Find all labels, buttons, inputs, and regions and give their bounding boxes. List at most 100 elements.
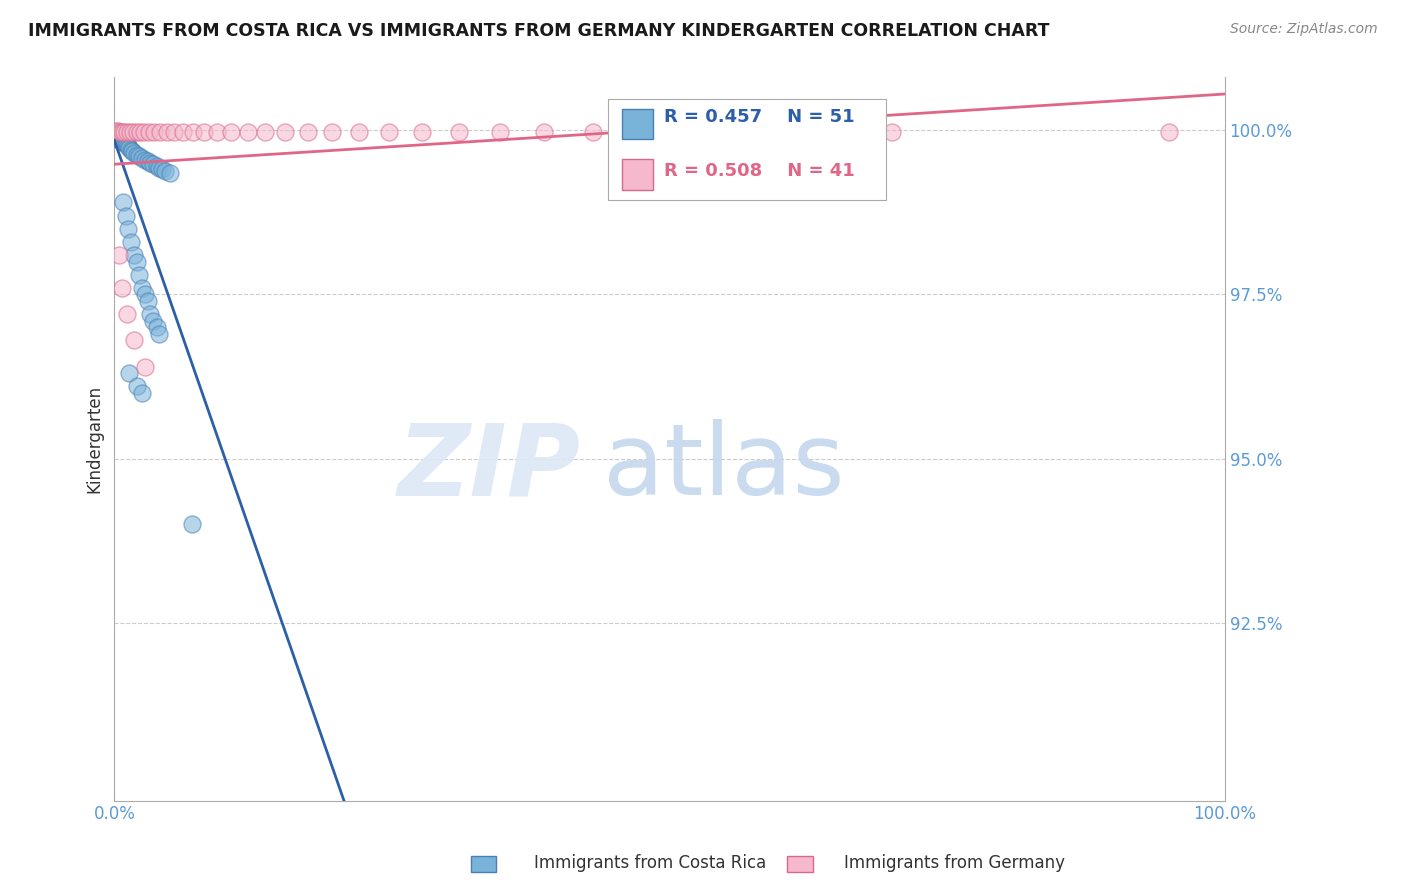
Point: [488, 125, 510, 139]
Text: Source: ZipAtlas.com: Source: ZipAtlas.com: [1230, 22, 1378, 37]
Text: ZIP: ZIP: [398, 419, 581, 516]
Point: [636, 125, 658, 139]
Point: [128, 149, 150, 163]
Point: [125, 148, 148, 162]
Point: [128, 268, 150, 282]
Point: [181, 125, 204, 139]
Point: [582, 125, 605, 139]
Point: [1159, 125, 1181, 139]
Point: [148, 326, 170, 341]
Point: [115, 136, 138, 151]
Point: [107, 131, 129, 145]
Point: [108, 129, 131, 144]
Point: [105, 129, 128, 144]
Point: [134, 359, 156, 374]
Point: [134, 287, 156, 301]
Text: R = 0.457    N = 51: R = 0.457 N = 51: [664, 108, 855, 126]
Text: R = 0.508    N = 41: R = 0.508 N = 41: [664, 162, 855, 180]
Point: [107, 126, 129, 140]
Point: [139, 156, 162, 170]
Bar: [621, 109, 652, 139]
Point: [145, 159, 167, 173]
Point: [104, 124, 127, 138]
Point: [108, 248, 131, 262]
Point: [111, 125, 134, 139]
Point: [377, 125, 399, 139]
Point: [114, 137, 136, 152]
Point: [181, 517, 204, 532]
Point: [112, 136, 135, 151]
Y-axis label: Kindergarten: Kindergarten: [86, 385, 103, 493]
Point: [159, 166, 181, 180]
Point: [120, 235, 142, 249]
Point: [108, 133, 131, 147]
Point: [111, 281, 134, 295]
Point: [150, 162, 173, 177]
Point: [104, 126, 127, 140]
Point: [131, 281, 153, 295]
Point: [321, 125, 343, 139]
Point: [110, 131, 132, 145]
Point: [122, 125, 145, 139]
Point: [112, 135, 135, 149]
Point: [108, 128, 131, 143]
Point: [118, 366, 141, 380]
Point: [163, 125, 186, 139]
Point: [108, 133, 131, 147]
Point: [120, 143, 142, 157]
Point: [118, 141, 141, 155]
Point: [149, 125, 172, 139]
Bar: [621, 159, 652, 189]
Point: [411, 125, 433, 139]
Point: [880, 125, 903, 139]
Point: [193, 125, 215, 139]
Point: [254, 125, 277, 139]
Point: [112, 195, 135, 210]
Point: [112, 125, 135, 139]
Point: [125, 254, 148, 268]
Point: [139, 307, 162, 321]
Point: [121, 144, 143, 158]
Point: [117, 221, 139, 235]
Text: atlas: atlas: [603, 419, 845, 516]
Point: [155, 125, 177, 139]
Point: [114, 209, 136, 223]
Point: [145, 320, 167, 334]
Point: [134, 125, 156, 139]
Text: IMMIGRANTS FROM COSTA RICA VS IMMIGRANTS FROM GERMANY KINDERGARTEN CORRELATION C: IMMIGRANTS FROM COSTA RICA VS IMMIGRANTS…: [28, 22, 1050, 40]
Point: [205, 125, 228, 139]
Point: [108, 125, 131, 139]
Point: [111, 133, 134, 147]
Point: [236, 125, 259, 139]
Point: [219, 125, 242, 139]
Point: [155, 163, 177, 178]
Point: [131, 386, 153, 401]
Point: [148, 161, 170, 176]
Point: [142, 314, 165, 328]
Point: [172, 125, 194, 139]
Point: [138, 125, 160, 139]
Point: [143, 125, 166, 139]
Point: [125, 125, 148, 139]
Point: [115, 125, 138, 139]
Point: [297, 125, 319, 139]
Text: Immigrants from Costa Rica: Immigrants from Costa Rica: [534, 855, 766, 872]
Point: [136, 293, 159, 308]
Point: [124, 248, 146, 262]
Point: [118, 125, 141, 139]
FancyBboxPatch shape: [609, 99, 886, 201]
Point: [533, 125, 555, 139]
Point: [274, 125, 297, 139]
Point: [124, 334, 146, 348]
Point: [125, 379, 148, 393]
Point: [114, 133, 136, 147]
Point: [129, 125, 152, 139]
Point: [347, 125, 370, 139]
Text: Immigrants from Germany: Immigrants from Germany: [844, 855, 1064, 872]
Point: [134, 153, 156, 167]
Point: [107, 124, 129, 138]
Point: [142, 157, 165, 171]
Point: [136, 153, 159, 168]
Point: [447, 125, 470, 139]
Point: [105, 126, 128, 140]
